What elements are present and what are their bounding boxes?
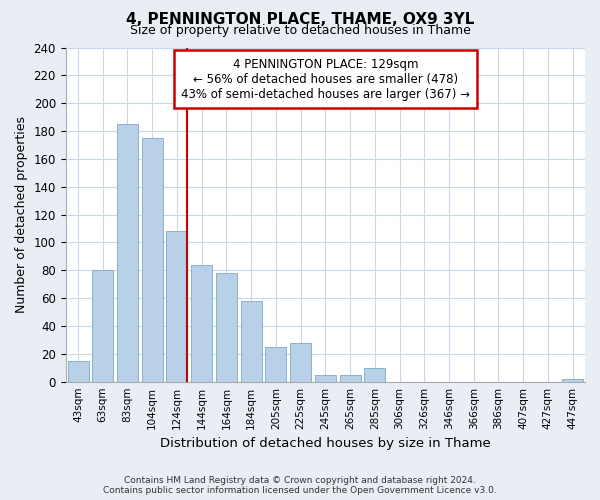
Bar [315,374,336,382]
Bar [290,342,311,382]
Bar [241,301,262,382]
Bar [562,379,583,382]
Bar [92,270,113,382]
Bar [340,374,361,382]
X-axis label: Distribution of detached houses by size in Thame: Distribution of detached houses by size … [160,437,491,450]
Bar [117,124,138,382]
Text: Contains HM Land Registry data © Crown copyright and database right 2024.
Contai: Contains HM Land Registry data © Crown c… [103,476,497,495]
Bar [166,232,187,382]
Text: 4, PENNINGTON PLACE, THAME, OX9 3YL: 4, PENNINGTON PLACE, THAME, OX9 3YL [126,12,474,28]
Bar [265,347,286,382]
Bar [68,361,89,382]
Bar [216,273,237,382]
Text: Size of property relative to detached houses in Thame: Size of property relative to detached ho… [130,24,470,37]
Bar [191,264,212,382]
Bar [364,368,385,382]
Y-axis label: Number of detached properties: Number of detached properties [15,116,28,313]
Bar [142,138,163,382]
Text: 4 PENNINGTON PLACE: 129sqm
← 56% of detached houses are smaller (478)
43% of sem: 4 PENNINGTON PLACE: 129sqm ← 56% of deta… [181,58,470,100]
